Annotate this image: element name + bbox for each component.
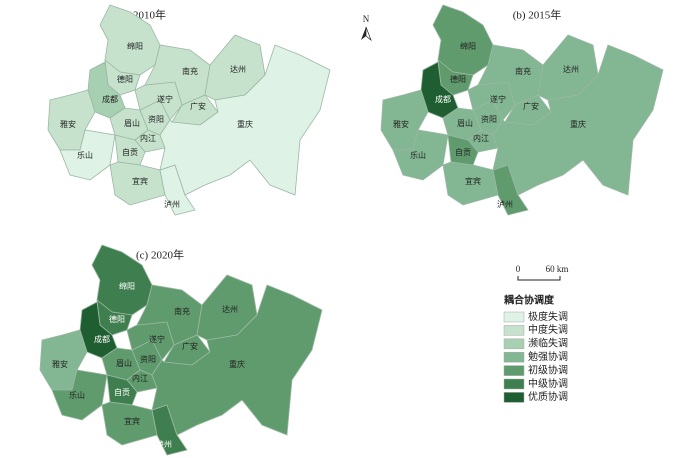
region-label: 遂宁	[490, 94, 506, 104]
region-label: 成都	[435, 94, 451, 104]
region-label: 宜宾	[465, 176, 481, 186]
region-label: 重庆	[237, 119, 253, 129]
region	[59, 129, 116, 181]
region	[51, 369, 108, 421]
region-label: 广安	[182, 341, 198, 351]
region-label: 眉山	[116, 358, 132, 368]
region-label: 泸州	[497, 199, 513, 209]
panel-title: (c) 2020年	[136, 248, 184, 262]
region-label: 资阳	[140, 354, 156, 364]
legend-swatch	[503, 325, 525, 336]
north-label: N	[363, 14, 370, 24]
region-label: 达州	[563, 64, 579, 74]
region-label: 宜宾	[124, 416, 140, 426]
region	[447, 134, 479, 166]
legend-title: 耦合协调度	[504, 293, 555, 306]
region-label: 南充	[174, 306, 190, 316]
region-label: 达州	[222, 304, 238, 314]
region-label: 内江	[473, 133, 489, 143]
region-label: 乐山	[410, 150, 426, 160]
region-label: 内江	[140, 133, 156, 143]
legend-label: 优质协调	[528, 390, 568, 403]
legend-swatch	[503, 311, 525, 323]
panel-title: (b) 2015年	[513, 8, 562, 22]
region-label: 内江	[132, 373, 148, 383]
region	[114, 134, 146, 166]
region-label: 自贡	[455, 147, 471, 157]
legend-label: 濒临失调	[528, 337, 568, 350]
region-label: 广安	[523, 101, 539, 111]
region	[392, 129, 449, 181]
region-label: 重庆	[229, 359, 245, 369]
region-label: 雅安	[393, 119, 409, 129]
region-label: 德阳	[450, 74, 466, 84]
region-label: 绵阳	[460, 41, 476, 51]
legend-swatch	[503, 378, 525, 390]
region-label: 乐山	[69, 390, 85, 400]
legend-label: 中度失调	[528, 323, 568, 336]
north-arrow: N	[361, 14, 372, 42]
region-label: 遂宁	[149, 334, 165, 344]
region	[159, 44, 331, 196]
north-arrow-left	[361, 27, 366, 40]
north-arrow-right	[365, 26, 372, 42]
region-label: 德阳	[109, 314, 125, 324]
region-label: 德阳	[117, 74, 133, 84]
region-label: 南充	[182, 66, 198, 76]
region-label: 广安	[190, 101, 206, 111]
region-label: 乐山	[77, 150, 93, 160]
scale-line	[517, 276, 561, 281]
legend-label: 初级协调	[528, 363, 568, 376]
region-label: 成都	[94, 334, 110, 344]
region-label: 遂宁	[157, 94, 173, 104]
region-label: 绵阳	[119, 281, 135, 291]
region	[106, 374, 138, 406]
region-label: 资阳	[481, 114, 497, 124]
region-label: 资阳	[148, 114, 164, 124]
legend-swatch	[503, 392, 525, 403]
legend-label: 极度失调	[528, 310, 568, 323]
region-label: 成都	[102, 94, 118, 104]
region-label: 眉山	[457, 118, 473, 128]
region-label: 绵阳	[127, 41, 143, 51]
legend-swatch	[503, 338, 525, 350]
scale-distance: 60 km	[546, 264, 569, 274]
region-label: 泸州	[156, 439, 172, 449]
region-label: 南充	[515, 66, 531, 76]
scale-zero: 0	[516, 264, 521, 274]
region-label: 雅安	[60, 119, 76, 129]
legend-label: 勉强协调	[528, 350, 568, 363]
scale-bar: 0 60 km	[516, 264, 569, 281]
region-label: 雅安	[52, 359, 68, 369]
region-label: 重庆	[570, 119, 586, 129]
region-label: 泸州	[164, 199, 180, 209]
region-label: 达州	[230, 64, 246, 74]
region-label: 自贡	[114, 387, 130, 397]
region-label: 自贡	[122, 147, 138, 157]
legend-label: 中级协调	[528, 377, 568, 390]
region-label: 眉山	[124, 118, 140, 128]
legend-swatch	[503, 351, 525, 363]
region	[492, 44, 664, 196]
legend-swatch	[503, 365, 525, 376]
region	[151, 284, 323, 436]
region-label: 宜宾	[132, 176, 148, 186]
